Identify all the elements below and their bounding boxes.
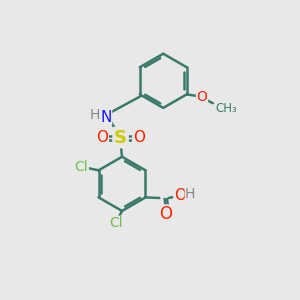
Text: H: H: [89, 108, 100, 122]
Text: Cl: Cl: [75, 160, 88, 174]
Text: Cl: Cl: [109, 216, 123, 230]
Text: O: O: [96, 130, 108, 145]
Text: H: H: [185, 188, 195, 202]
Text: N: N: [100, 110, 112, 124]
Text: S: S: [114, 129, 127, 147]
Text: O: O: [174, 188, 186, 203]
Text: CH₃: CH₃: [216, 102, 238, 115]
Text: O: O: [196, 90, 208, 104]
Text: O: O: [133, 130, 145, 145]
Text: O: O: [160, 205, 172, 223]
